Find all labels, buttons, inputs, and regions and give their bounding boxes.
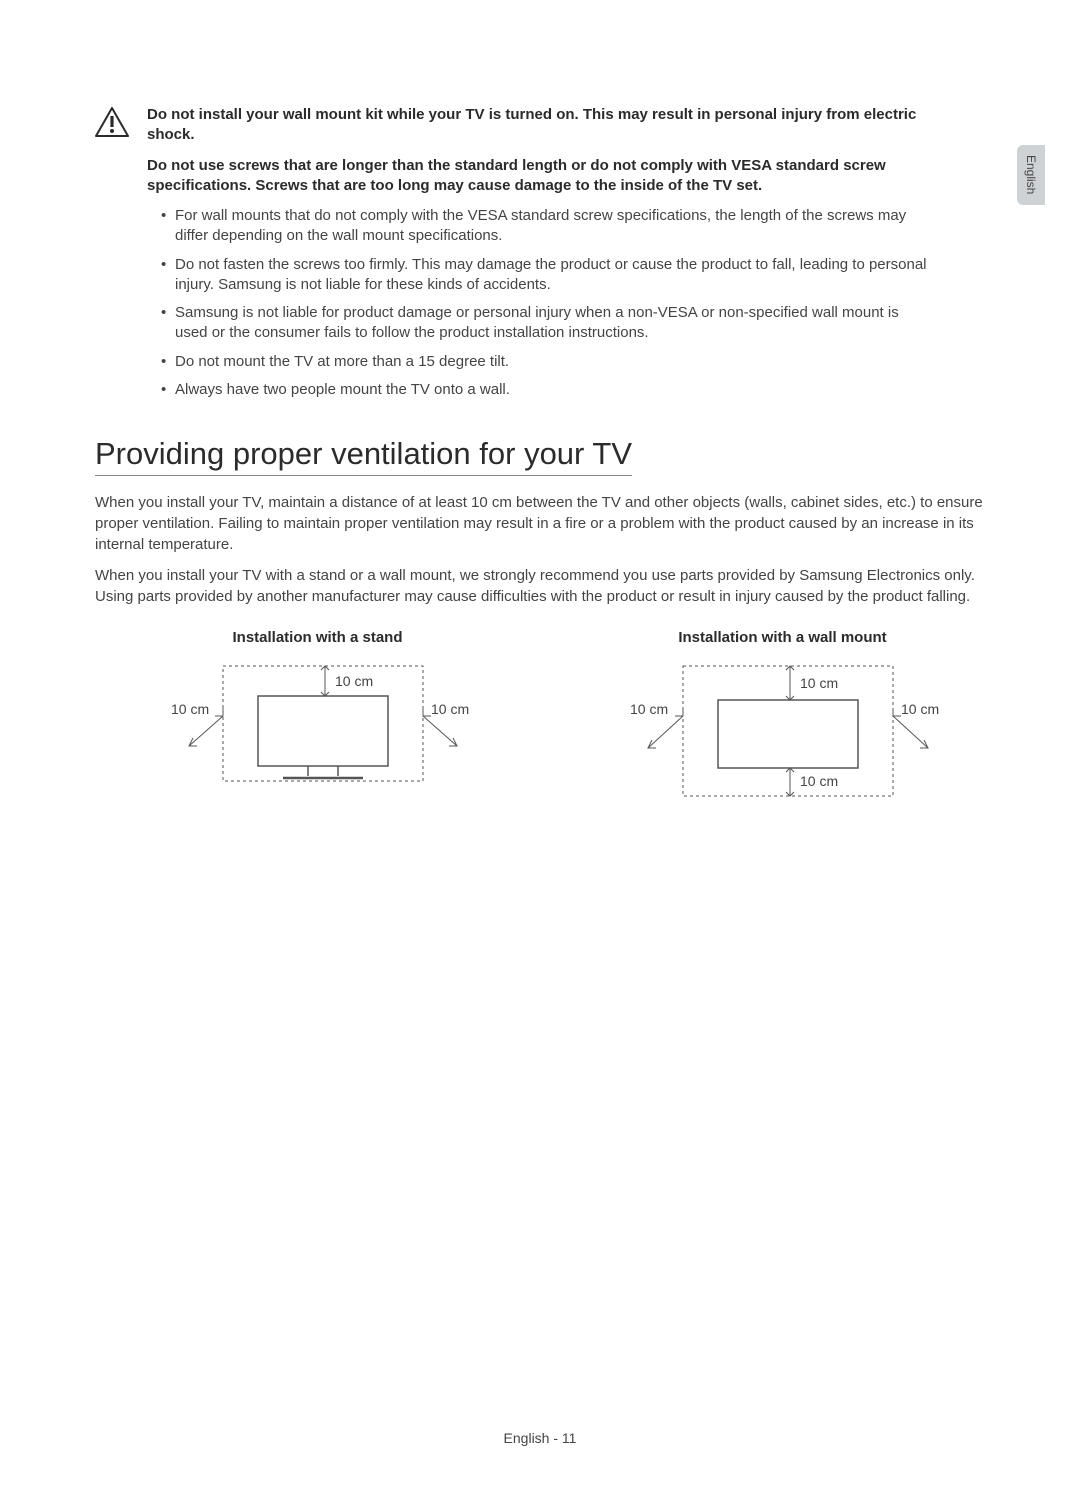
stand-right-label: 10 cm bbox=[431, 701, 469, 717]
section-para-1: When you install your TV, maintain a dis… bbox=[95, 492, 985, 555]
diagram-stand: Installation with a stand 10 cm 1 bbox=[115, 629, 520, 821]
warning-bullet: Always have two people mount the TV onto… bbox=[161, 380, 935, 400]
page-footer: English - 11 bbox=[0, 1430, 1080, 1446]
warning-bullet: Do not fasten the screws too firmly. Thi… bbox=[161, 255, 935, 296]
warning-para-2: Do not use screws that are longer than t… bbox=[147, 156, 935, 197]
warning-bullet: Do not mount the TV at more than a 15 de… bbox=[161, 352, 935, 372]
diagram-wall-caption: Installation with a wall mount bbox=[580, 629, 985, 646]
wall-bottom-label: 10 cm bbox=[800, 773, 838, 789]
warning-para-1: Do not install your wall mount kit while… bbox=[147, 105, 935, 146]
warning-icon bbox=[95, 105, 129, 408]
diagram-stand-svg: 10 cm 10 cm 10 cm bbox=[163, 656, 473, 796]
stand-left-label: 10 cm bbox=[171, 701, 209, 717]
page-content: Do not install your wall mount kit while… bbox=[0, 0, 1080, 821]
wall-top-label: 10 cm bbox=[800, 675, 838, 691]
warning-bullet: Samsung is not liable for product damage… bbox=[161, 303, 935, 344]
warning-block: Do not install your wall mount kit while… bbox=[95, 105, 985, 408]
wall-right-label: 10 cm bbox=[901, 701, 939, 717]
diagrams-row: Installation with a stand 10 cm 1 bbox=[95, 629, 985, 821]
section-para-2: When you install your TV with a stand or… bbox=[95, 565, 985, 607]
warning-bullet-list: For wall mounts that do not comply with … bbox=[147, 206, 935, 400]
diagram-wall-svg: 10 cm 10 cm 10 cm 10 cm bbox=[618, 656, 948, 816]
warning-body: Do not install your wall mount kit while… bbox=[147, 105, 985, 408]
wall-left-label: 10 cm bbox=[630, 701, 668, 717]
diagram-stand-caption: Installation with a stand bbox=[115, 629, 520, 646]
warning-bullet: For wall mounts that do not comply with … bbox=[161, 206, 935, 247]
section-title: Providing proper ventilation for your TV bbox=[95, 436, 632, 476]
diagram-wall: Installation with a wall mount 10 cm 10 … bbox=[580, 629, 985, 821]
stand-top-label: 10 cm bbox=[335, 673, 373, 689]
